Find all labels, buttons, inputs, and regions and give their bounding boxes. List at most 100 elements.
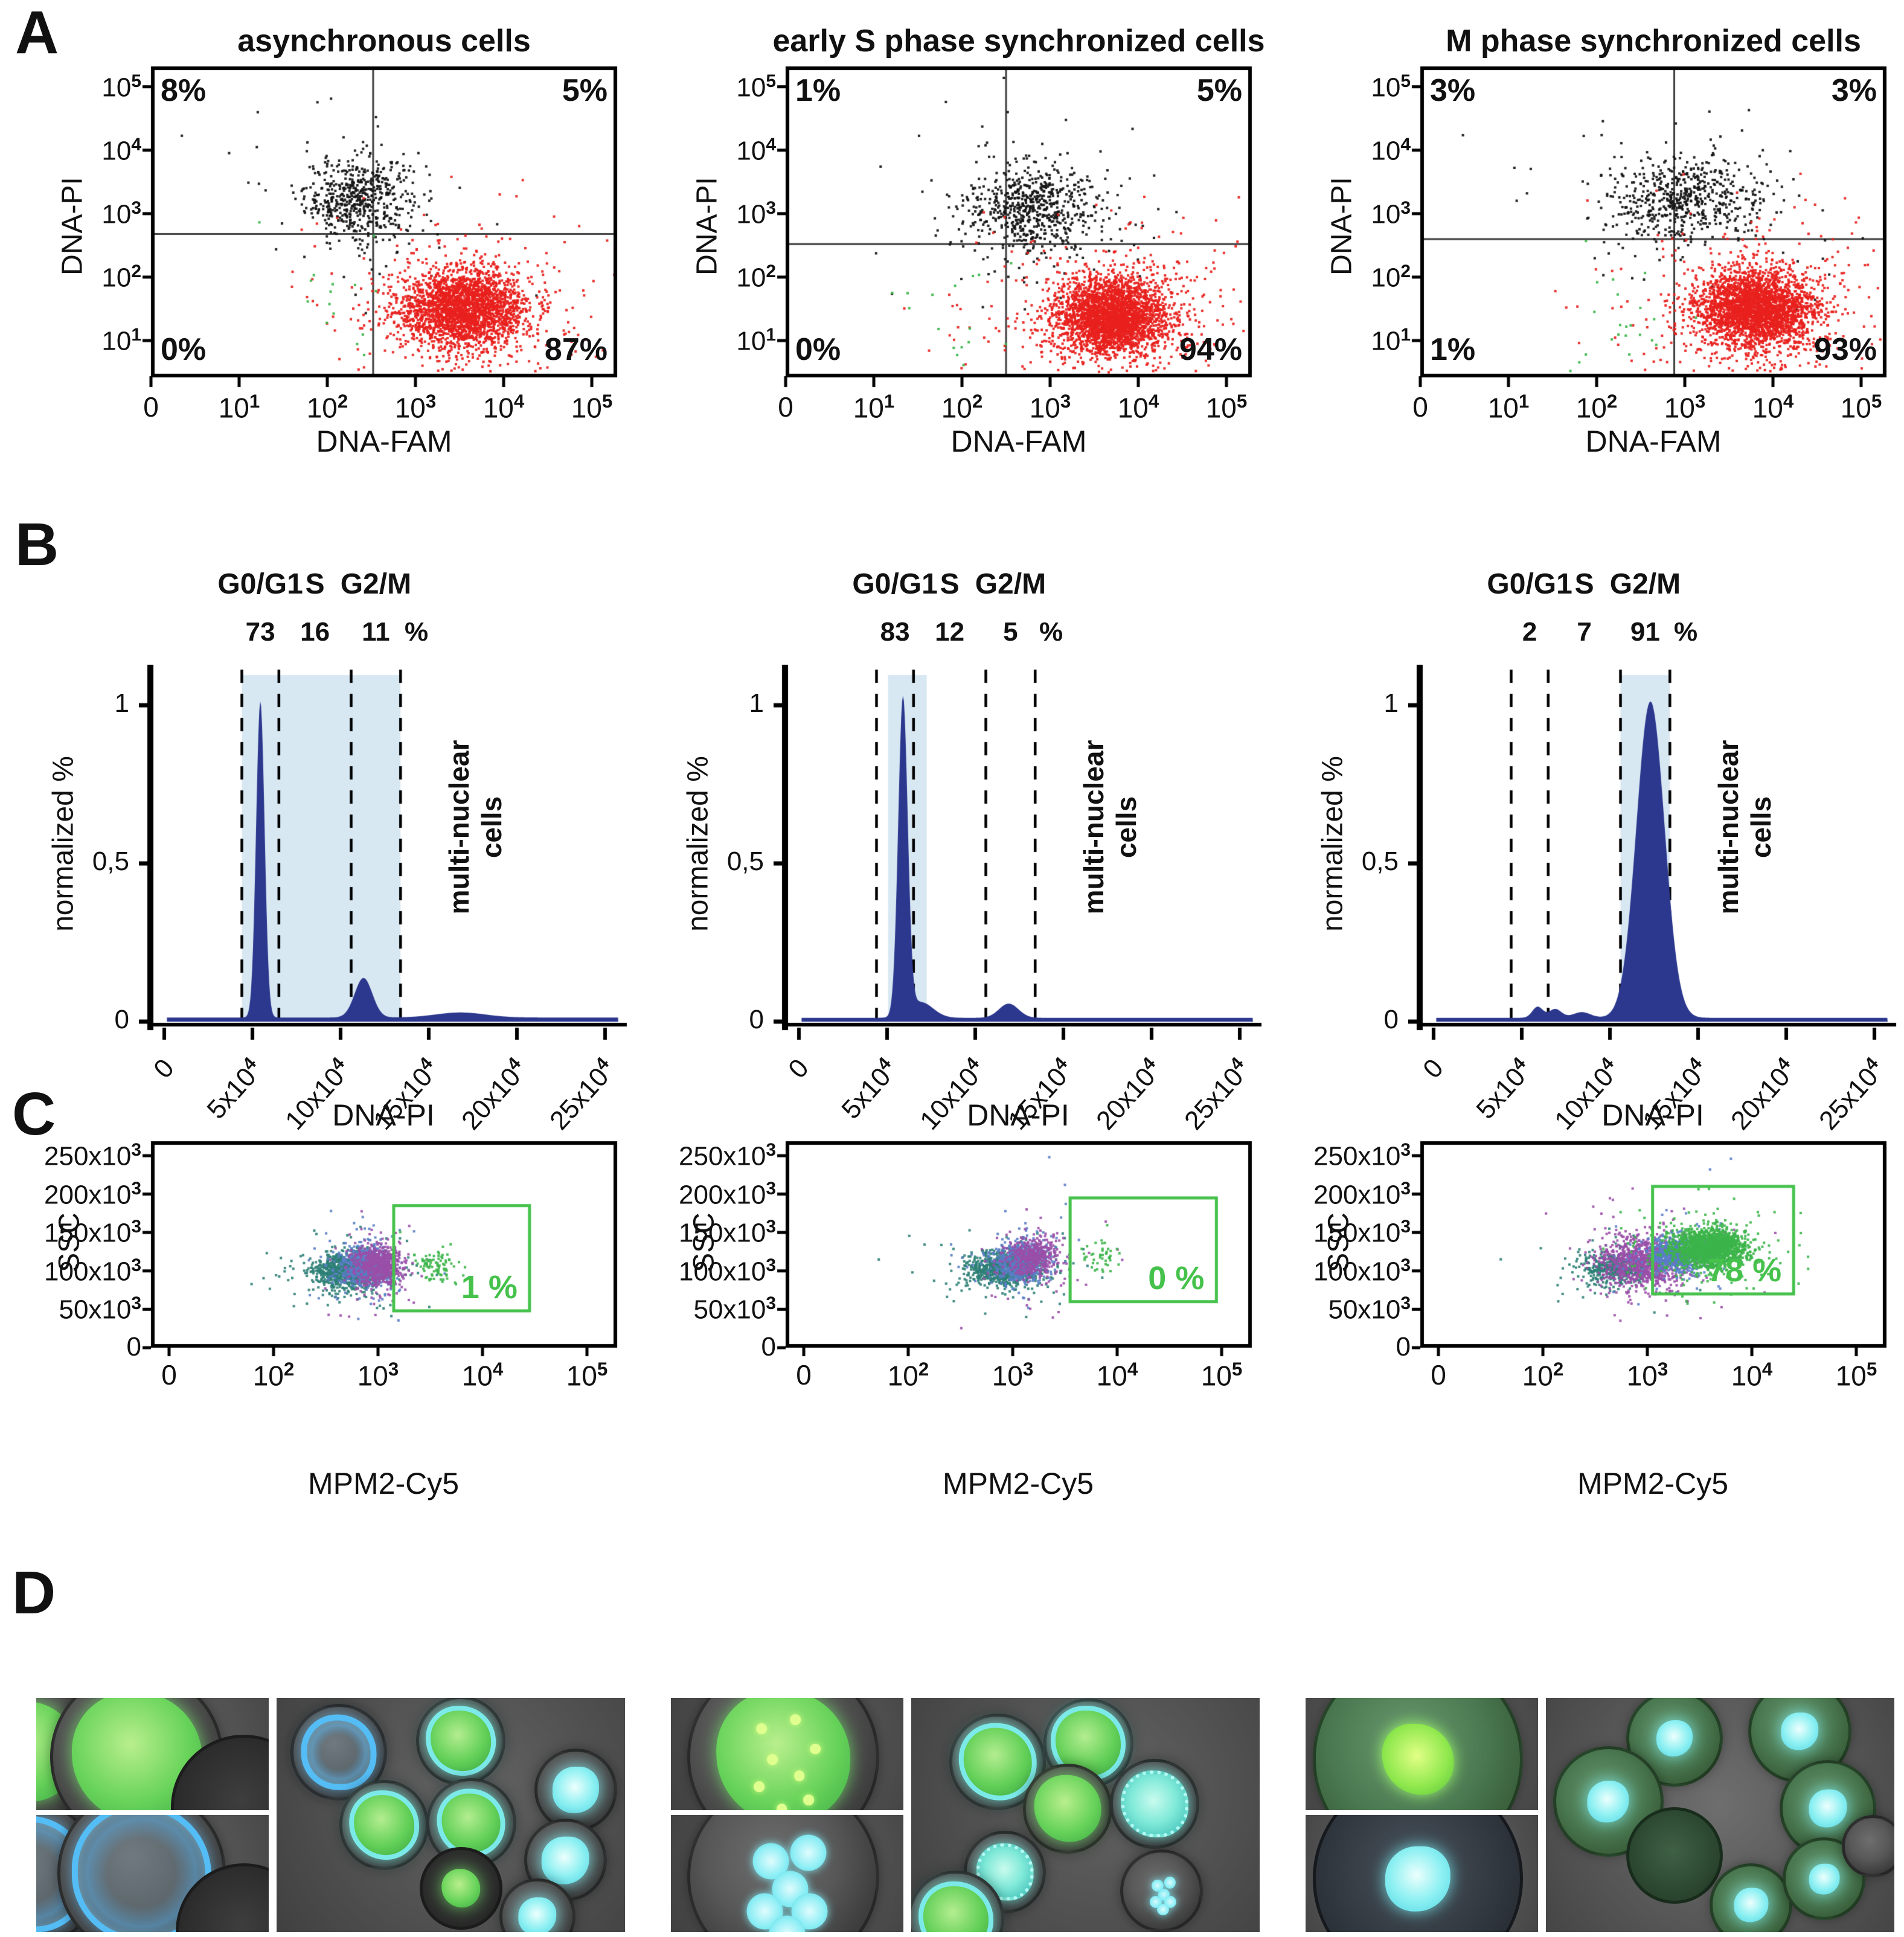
nucleus-blob bbox=[790, 1834, 827, 1871]
phase-header-g2m: G2/M bbox=[1609, 568, 1681, 600]
c-xtick: 104 bbox=[1731, 1359, 1773, 1392]
cellcycle-histogram-canvas-b1 bbox=[139, 661, 629, 1051]
nucleolus-dot bbox=[754, 1781, 764, 1792]
a-xtick: 0 bbox=[1412, 391, 1428, 423]
cell-body bbox=[339, 1780, 429, 1870]
phase-pct: 12 bbox=[935, 617, 965, 647]
axis-label-mpm2-cy5: MPM2-Cy5 bbox=[307, 1467, 460, 1500]
a-ytick: 101 bbox=[1371, 325, 1411, 356]
c-xtick: 103 bbox=[357, 1359, 399, 1392]
c-xtick: 103 bbox=[992, 1359, 1034, 1392]
a-ytick: 103 bbox=[101, 197, 141, 229]
axis-label-dna-fam: DNA-FAM bbox=[1585, 424, 1722, 458]
c-xtick: 105 bbox=[1835, 1359, 1877, 1392]
nucleus-green bbox=[441, 1869, 480, 1908]
axis-label-mpm2-cy5: MPM2-Cy5 bbox=[1577, 1467, 1729, 1500]
phase-pct: 5 bbox=[1003, 617, 1018, 647]
c-xtick: 0 bbox=[1431, 1359, 1446, 1391]
cell-body bbox=[415, 1698, 506, 1786]
phase-pct: 11 bbox=[362, 617, 390, 647]
a-xtick: 105 bbox=[1205, 391, 1248, 424]
c-xtick: 104 bbox=[1096, 1359, 1138, 1392]
nucleus-cyan bbox=[1809, 1863, 1840, 1895]
nucleus-green-rim bbox=[959, 1723, 1037, 1801]
cell-body bbox=[1109, 1759, 1200, 1849]
axis-label-dna-fam: DNA-FAM bbox=[950, 424, 1087, 458]
c-ytick: 250x103 bbox=[679, 1140, 776, 1171]
a-ytick: 101 bbox=[101, 325, 141, 356]
quadrant-pct-upper-right: 5% bbox=[562, 73, 607, 108]
c-xtick: 105 bbox=[566, 1359, 608, 1392]
nucleus-green-dots bbox=[716, 1698, 850, 1810]
phase-pct: 73 bbox=[245, 617, 275, 647]
a-xtick: 0 bbox=[778, 391, 793, 423]
phase-header-s: S bbox=[1574, 568, 1594, 600]
gate-pct-label: 0 % bbox=[1148, 1260, 1205, 1296]
nucleolus-dot bbox=[803, 1795, 814, 1805]
a-ytick: 102 bbox=[1371, 261, 1411, 293]
a-xtick: 101 bbox=[218, 391, 260, 424]
nucleus-cyan bbox=[541, 1836, 589, 1884]
nucleus-cyan bbox=[518, 1897, 557, 1932]
quadrant-pct-lower-left: 0% bbox=[161, 332, 207, 367]
column-title-2: early S phase synchronized cells bbox=[772, 24, 1265, 59]
b-ytick: 1 bbox=[749, 688, 764, 718]
axis-label-normalized-pct: normalized % bbox=[47, 756, 80, 932]
c-ytick: 50x103 bbox=[693, 1293, 776, 1325]
cell-body bbox=[687, 1815, 879, 1932]
phase-header-g0g1: G0/G1 bbox=[217, 568, 303, 600]
section-label-d: D bbox=[12, 1559, 56, 1627]
nucleus-green-rim bbox=[426, 1706, 496, 1776]
c-ytick: 50x103 bbox=[1328, 1293, 1411, 1325]
cell-body bbox=[419, 1846, 502, 1930]
a-ytick: 103 bbox=[736, 197, 776, 229]
cell-body bbox=[499, 1878, 575, 1932]
a-xtick: 0 bbox=[143, 391, 159, 423]
c-xtick: 105 bbox=[1200, 1359, 1243, 1392]
cell-body bbox=[1120, 1849, 1204, 1932]
phase-header-g0g1: G0/G1 bbox=[852, 568, 938, 600]
nucleolus-dot bbox=[790, 1714, 801, 1725]
cell-body bbox=[1312, 1698, 1524, 1810]
section-label-a: A bbox=[15, 0, 59, 66]
cell-body bbox=[534, 1748, 617, 1831]
a-xtick: 102 bbox=[306, 391, 348, 424]
nucleus-cyan bbox=[1587, 1781, 1629, 1823]
axis-label-mpm2-cy5: MPM2-Cy5 bbox=[942, 1467, 1094, 1500]
a-xtick: 104 bbox=[1752, 391, 1794, 424]
quadrant-pct-upper-right: 3% bbox=[1831, 73, 1877, 108]
quadrant-pct-lower-right: 87% bbox=[544, 332, 607, 367]
nucleus-blob bbox=[1151, 1879, 1164, 1892]
nucleus-green-rim bbox=[349, 1790, 419, 1860]
gated-scatter-canvas-c2 bbox=[774, 1135, 1264, 1377]
c-ytick: 100x103 bbox=[679, 1255, 776, 1287]
cellcycle-histogram-canvas-b2 bbox=[774, 661, 1264, 1051]
nucleus-cyan bbox=[1385, 1846, 1451, 1912]
gated-scatter-canvas-c3 bbox=[1408, 1135, 1899, 1377]
phase-header-s: S bbox=[305, 568, 325, 600]
c-ytick: 150x103 bbox=[1313, 1217, 1411, 1248]
cell-body bbox=[1022, 1764, 1113, 1854]
nucleus-blue-ring bbox=[301, 1714, 377, 1790]
phase-pct-unit: % bbox=[1039, 617, 1063, 647]
cell-body bbox=[1626, 1807, 1723, 1904]
a-ytick: 105 bbox=[101, 71, 141, 103]
c-xtick: 102 bbox=[887, 1359, 929, 1392]
a-xtick: 105 bbox=[571, 391, 613, 424]
microscopy-small-top-col2 bbox=[671, 1698, 903, 1810]
b-ytick: 0,5 bbox=[1361, 847, 1399, 876]
c-ytick: 200x103 bbox=[1313, 1178, 1411, 1210]
axis-label-normalized-pct: normalized % bbox=[1316, 756, 1349, 932]
quadrant-pct-upper-right: 5% bbox=[1196, 73, 1242, 108]
a-ytick: 101 bbox=[736, 325, 776, 356]
axis-label-dna-pi-b: DNA-PI bbox=[967, 1098, 1069, 1132]
axis-label-dna-fam: DNA-FAM bbox=[316, 424, 452, 458]
c-ytick: 200x103 bbox=[679, 1178, 776, 1210]
nucleus-cyan-speckle bbox=[1121, 1770, 1188, 1838]
c-xtick: 0 bbox=[161, 1359, 177, 1391]
phase-header-g0g1: G0/G1 bbox=[1487, 568, 1572, 600]
a-xtick: 103 bbox=[1029, 391, 1071, 424]
b-ytick: 0,5 bbox=[726, 847, 764, 876]
a-xtick: 101 bbox=[853, 391, 895, 424]
nucleolus-dot bbox=[776, 1804, 787, 1810]
